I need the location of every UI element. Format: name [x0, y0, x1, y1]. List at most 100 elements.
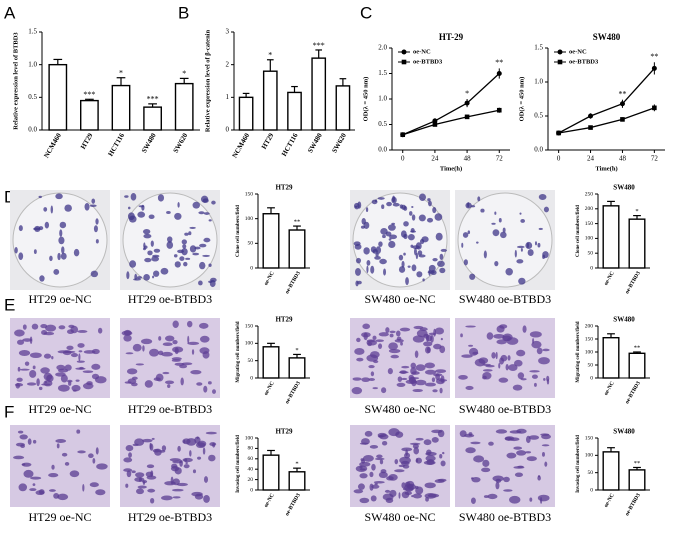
cell-spot — [388, 428, 400, 437]
cell-spot — [540, 433, 550, 436]
cell-spot — [514, 249, 517, 258]
cell-spot — [520, 219, 525, 223]
cell-spot — [17, 339, 25, 345]
cell-spot — [495, 481, 500, 490]
cell-spot — [394, 458, 399, 465]
cell-spot — [177, 201, 180, 208]
bar — [262, 213, 280, 269]
cell-spot — [410, 362, 417, 369]
cell-spot — [41, 329, 48, 335]
cell-spot — [353, 241, 361, 246]
cell-spot — [411, 264, 417, 272]
cell-spot — [435, 369, 447, 374]
image-caption: SW480 oe-NC — [365, 510, 436, 524]
cell-spot — [31, 323, 39, 330]
panel-label: B — [178, 3, 189, 22]
cell-spot — [529, 331, 542, 338]
y-tick-label: 3 — [226, 28, 230, 36]
cell-spot — [169, 458, 181, 462]
cell-spot — [516, 259, 524, 264]
cell-spot — [440, 248, 448, 252]
cell-spot — [405, 277, 409, 286]
x-tick-label: oe-BTBD3 — [624, 380, 642, 405]
legend-marker — [401, 59, 407, 65]
cell-spot — [29, 352, 42, 359]
significance: * — [295, 461, 298, 468]
cell-spot — [439, 387, 443, 394]
cell-spot — [91, 373, 100, 380]
significance: ** — [294, 219, 301, 226]
x-tick-label: SW480 — [140, 131, 158, 154]
cell-spot — [40, 324, 48, 329]
cell-spot — [126, 470, 132, 478]
cell-spot — [130, 192, 137, 201]
cell-spot — [371, 199, 378, 205]
cell-spot — [536, 347, 543, 355]
cell-spot — [507, 355, 511, 361]
cell-spot — [137, 211, 146, 218]
cell-spot — [355, 268, 361, 276]
cell-spot — [419, 327, 428, 331]
cell-spot — [170, 476, 174, 485]
cell-spot — [376, 454, 383, 459]
cell-spot — [89, 482, 99, 488]
cell-spot — [371, 463, 376, 471]
cell-spot — [203, 494, 210, 503]
cell-spot — [129, 260, 137, 268]
bar — [311, 57, 327, 131]
cell-spot — [370, 371, 375, 377]
chart-title: HT29 — [275, 184, 293, 192]
cell-spot — [375, 252, 379, 257]
y-tick-label: 100 — [245, 216, 254, 222]
cell-spot — [39, 275, 45, 282]
cell-spot — [491, 352, 496, 359]
cell-spot — [20, 444, 25, 449]
cell-spot — [384, 489, 391, 493]
y-tick-label: 50 — [588, 362, 594, 368]
cell-spot — [427, 270, 435, 274]
significance: * — [295, 347, 298, 354]
cell-spot — [378, 241, 383, 247]
cell-spot — [174, 261, 181, 268]
cell-spot — [32, 439, 37, 444]
cell-spot — [182, 244, 187, 249]
cell-spot — [354, 205, 358, 208]
cell-spot — [32, 483, 36, 487]
cell-spot — [138, 205, 145, 208]
point — [496, 107, 502, 113]
cell-spot — [180, 377, 184, 386]
cell-spot — [400, 377, 408, 381]
y-axis-label: Migrating cell numbers/field — [576, 321, 581, 382]
cell-spot — [55, 193, 63, 200]
cell-spot — [434, 327, 445, 335]
dish — [457, 192, 553, 288]
x-tick-label: oe-NC — [263, 381, 276, 397]
cell-spot — [187, 320, 193, 328]
cell-spot — [369, 471, 374, 478]
y-tick-label: 100 — [585, 236, 594, 242]
cell-spot — [359, 473, 368, 479]
cell-spot — [354, 348, 365, 355]
cell-spot — [21, 462, 32, 467]
cell-spot — [439, 267, 446, 274]
cell-spot — [212, 389, 216, 394]
cell-spot — [378, 471, 388, 478]
cell-spot — [128, 452, 132, 458]
cell-spot — [202, 254, 210, 257]
bar — [602, 205, 620, 269]
cell-spot — [203, 237, 211, 243]
cell-spot — [463, 259, 468, 266]
cell-spot — [95, 239, 99, 244]
point — [464, 100, 470, 106]
cell-spot — [537, 494, 550, 502]
photo — [120, 425, 220, 507]
cell-spot — [90, 270, 99, 278]
cell-spot — [428, 200, 432, 207]
cell-spot — [18, 225, 23, 232]
y-tick-label: 150 — [585, 435, 594, 441]
y-tick-label: 0 — [226, 126, 230, 134]
cell-spot — [51, 464, 55, 470]
cell-spot — [360, 458, 365, 462]
cell-spot — [403, 252, 406, 256]
significance: ** — [618, 90, 626, 99]
